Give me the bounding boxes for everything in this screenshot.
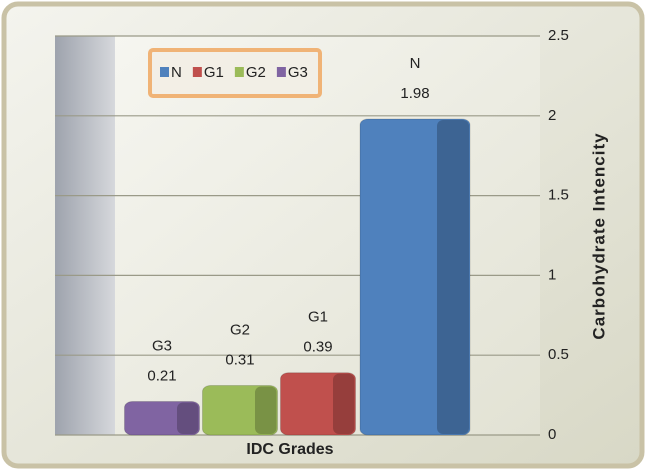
y-tick-label: 0 [548, 426, 556, 443]
data-label-category: N [410, 55, 421, 72]
y-tick-label: 1.5 [548, 187, 569, 204]
legend-swatch [234, 67, 244, 77]
bar [124, 400, 200, 436]
bar-side-shade [333, 373, 355, 434]
legend-swatch [160, 67, 169, 77]
bar [359, 118, 471, 436]
data-label-category: G3 [152, 337, 172, 354]
legend-swatch [276, 67, 286, 77]
bar-side-shade [177, 402, 199, 434]
data-label-category: G1 [308, 309, 328, 326]
x-axis-label: IDC Grades [246, 441, 333, 458]
legend-label: G1 [204, 64, 224, 81]
y-tick-label: 2.5 [548, 27, 569, 44]
legend-label: G3 [288, 64, 308, 81]
data-label-category: G2 [230, 321, 250, 338]
y-tick-label: 2 [548, 107, 556, 124]
data-label: 0.31 [225, 351, 254, 368]
bar-side-shade [437, 119, 469, 434]
data-label: 0.39 [303, 339, 332, 356]
bar [202, 385, 278, 436]
side-wall [55, 36, 115, 435]
y-axis-label: Carbohydrate Intencity [589, 132, 608, 339]
legend-label: G2 [246, 64, 266, 81]
data-label: 1.98 [400, 85, 429, 102]
data-label: 0.21 [147, 367, 176, 384]
bar [280, 372, 356, 436]
y-tick-label: 1 [548, 266, 556, 283]
y-tick-label: 0.5 [548, 346, 569, 363]
legend-label: N [171, 64, 182, 81]
bar-side-shade [255, 386, 277, 434]
legend-swatch [192, 67, 202, 77]
